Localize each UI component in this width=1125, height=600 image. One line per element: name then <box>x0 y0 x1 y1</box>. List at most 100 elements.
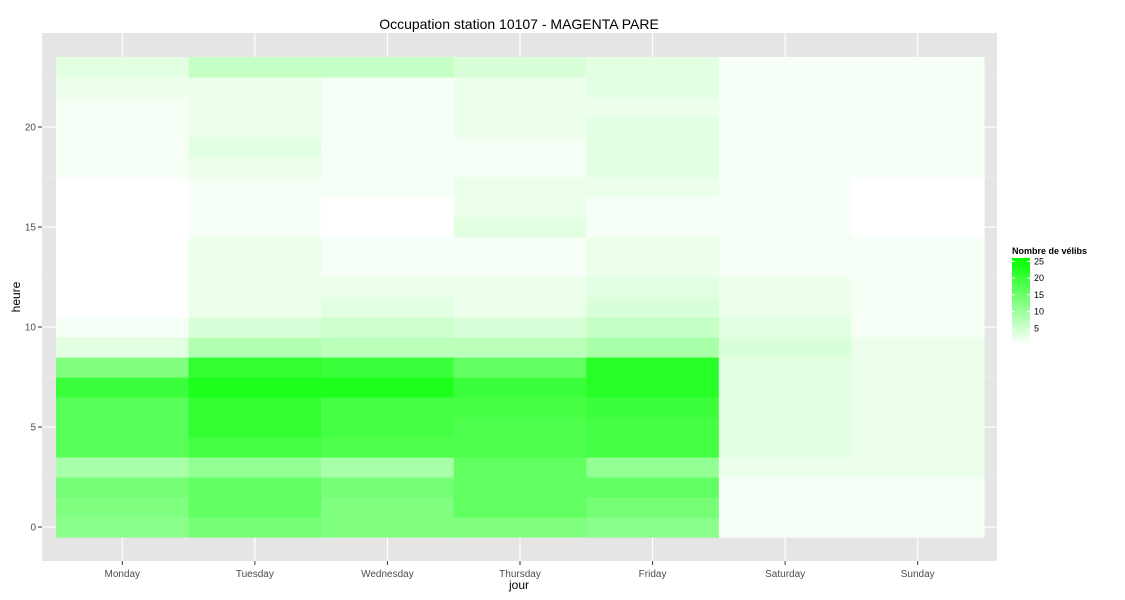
heatmap-cell <box>453 437 587 458</box>
heatmap-cell <box>453 217 587 238</box>
heatmap-cell <box>718 257 853 278</box>
heatmap-cell <box>56 197 190 218</box>
heatmap-cell <box>188 317 322 338</box>
heatmap-cell <box>453 417 587 438</box>
y-axis-title: heure <box>9 281 23 312</box>
heatmap-cell <box>56 117 190 138</box>
heatmap-cell <box>718 177 853 198</box>
heatmap-cell <box>851 137 985 158</box>
heatmap-cell <box>586 297 720 318</box>
heatmap-cell <box>321 117 455 138</box>
x-axis-title: jour <box>508 578 529 592</box>
heatmap-cell <box>718 397 853 418</box>
heatmap-cell <box>718 357 853 378</box>
heatmap-cell <box>188 357 322 378</box>
heatmap-cell <box>851 437 985 458</box>
heatmap-cell <box>453 497 587 518</box>
heatmap-cell <box>586 417 720 438</box>
heatmap-cell <box>188 417 322 438</box>
legend-tick-label: 15 <box>1034 290 1044 300</box>
heatmap-cell <box>586 197 720 218</box>
heatmap-cell <box>188 277 322 298</box>
heatmap-cell <box>718 77 853 98</box>
heatmap-cell <box>56 77 190 98</box>
heatmap-cell <box>453 257 587 278</box>
heatmap-cell <box>188 57 322 78</box>
heatmap-cell <box>56 137 190 158</box>
heatmap-cell <box>453 197 587 218</box>
heatmap-cell <box>56 217 190 238</box>
x-tick-label: Monday <box>104 569 140 580</box>
heatmap-cell <box>586 377 720 398</box>
heatmap-cell <box>321 217 455 238</box>
heatmap-cell <box>56 337 190 358</box>
heatmap-cell <box>56 357 190 378</box>
heatmap-cell <box>851 277 985 298</box>
heatmap-cell <box>718 497 853 518</box>
heatmap-cell <box>586 177 720 198</box>
heatmap-cell <box>586 497 720 518</box>
heatmap-cell <box>56 257 190 278</box>
heatmap-cell <box>188 337 322 358</box>
heatmap-cell <box>321 77 455 98</box>
legend-ticks: 5 10 15 20 25 <box>1012 256 1044 333</box>
heatmap-cell <box>321 257 455 278</box>
heatmap-cell <box>188 157 322 178</box>
heatmap-cell <box>321 57 455 78</box>
heatmap-cell <box>586 117 720 138</box>
heatmap-cell <box>321 237 455 258</box>
heatmap-cell <box>453 397 587 418</box>
heatmap-cell <box>586 217 720 238</box>
heatmap-cell <box>188 397 322 418</box>
heatmap-cell <box>56 277 190 298</box>
heatmap-cell <box>851 77 985 98</box>
heatmap-cell <box>453 297 587 318</box>
heatmap-cell <box>188 117 322 138</box>
heatmap-cell <box>453 377 587 398</box>
heatmap-cell <box>321 477 455 498</box>
heatmap-cell <box>851 477 985 498</box>
heatmap-cell <box>321 457 455 478</box>
heatmap-cell <box>56 297 190 318</box>
heatmap-cell <box>453 137 587 158</box>
heatmap-cell <box>321 337 455 358</box>
y-axis: 0 5 10 15 20 <box>25 123 42 534</box>
heatmap-cell <box>321 137 455 158</box>
heatmap-cell <box>321 97 455 118</box>
heatmap-cell <box>453 317 587 338</box>
heatmap-cell <box>453 517 587 538</box>
y-tick-label: 10 <box>25 323 37 334</box>
heatmap-cell <box>586 57 720 78</box>
heatmap-cell <box>56 377 190 398</box>
heatmap-cell <box>718 337 853 358</box>
heatmap-cell <box>718 237 853 258</box>
heatmap-cell <box>851 117 985 138</box>
heatmap-cell <box>56 397 190 418</box>
legend-tick-label: 25 <box>1034 256 1044 266</box>
heatmap-cell <box>453 117 587 138</box>
heatmap-cell <box>851 397 985 418</box>
heatmap-cell <box>586 477 720 498</box>
heatmap-cell <box>321 497 455 518</box>
heatmap-cell <box>188 437 322 458</box>
legend: Nombre de vélibs 5 10 15 20 25 <box>1012 246 1087 345</box>
heatmap-cell <box>586 137 720 158</box>
heatmap-cell <box>56 497 190 518</box>
heatmap-cell <box>718 137 853 158</box>
y-tick-label: 0 <box>30 523 36 534</box>
heatmap-cell <box>851 377 985 398</box>
heatmap-cell <box>718 517 853 538</box>
heatmap-cell <box>718 157 853 178</box>
heatmap-cell <box>321 437 455 458</box>
heatmap-cell <box>586 77 720 98</box>
heatmap-cell <box>851 297 985 318</box>
heatmap-cell <box>188 297 322 318</box>
heatmap-cell <box>453 457 587 478</box>
heatmap-cell <box>851 257 985 278</box>
legend-tick-label: 10 <box>1034 307 1044 317</box>
heatmap-cell <box>56 457 190 478</box>
heatmap-cell <box>586 237 720 258</box>
heatmap-cell <box>851 417 985 438</box>
legend-tick-label: 5 <box>1034 323 1039 333</box>
